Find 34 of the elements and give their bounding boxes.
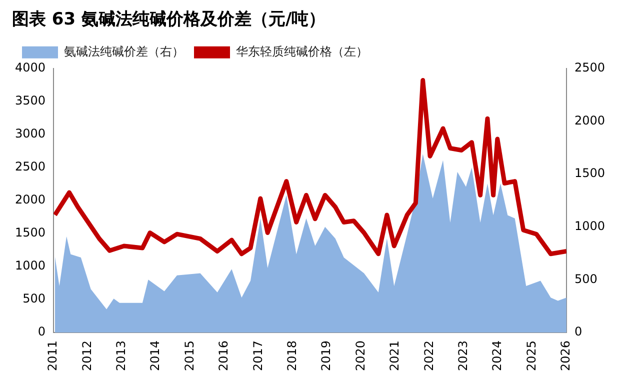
x-tick-label: 2021 — [388, 340, 402, 372]
y2-tick-label: 2500 — [574, 60, 606, 75]
x-tick-label: 2026 — [558, 340, 573, 372]
y-tick-label: 500 — [22, 292, 46, 306]
x-tick-label: 2014 — [148, 340, 162, 372]
y2-tick-label: 2000 — [574, 113, 606, 128]
x-tick-label: 2013 — [114, 340, 128, 372]
y-tick-label: 1000 — [14, 258, 46, 273]
x-tick-label: 2012 — [80, 340, 94, 372]
x-tick-label: 2023 — [456, 340, 470, 372]
legend-label: 华东轻质纯碱价格（左） — [236, 44, 368, 59]
y2-tick-label: 1000 — [574, 218, 606, 233]
x-tick-label: 2015 — [182, 340, 196, 372]
legend-label: 氨碱法纯碱价差（右） — [64, 44, 184, 59]
y-tick-label: 0 — [38, 324, 46, 339]
y-tick-label: 3000 — [14, 126, 46, 141]
y-tick-label: 2500 — [14, 160, 46, 174]
y-tick-label: 3500 — [14, 94, 46, 108]
x-tick-label: 2024 — [490, 340, 504, 372]
y-tick-label: 1500 — [14, 226, 46, 240]
x-tick-label: 2019 — [319, 340, 334, 372]
x-tick-label: 2017 — [250, 340, 265, 372]
y-tick-label: 4000 — [14, 60, 46, 75]
y2-tick-label: 0 — [574, 324, 582, 339]
x-tick-label: 2016 — [216, 340, 231, 372]
x-tick-label: 2025 — [524, 340, 538, 372]
x-tick-label: 2022 — [422, 340, 436, 372]
x-tick-label: 2018 — [285, 340, 300, 372]
y2-tick-label: 1500 — [574, 166, 606, 180]
x-tick-label: 2011 — [46, 340, 60, 372]
x-tick-label: 2020 — [353, 340, 368, 372]
y-tick-label: 2000 — [14, 192, 46, 207]
y2-tick-label: 500 — [574, 272, 598, 286]
chart-title: 图表 63 氨碱法纯碱价格及价差（元/吨） — [12, 10, 326, 30]
